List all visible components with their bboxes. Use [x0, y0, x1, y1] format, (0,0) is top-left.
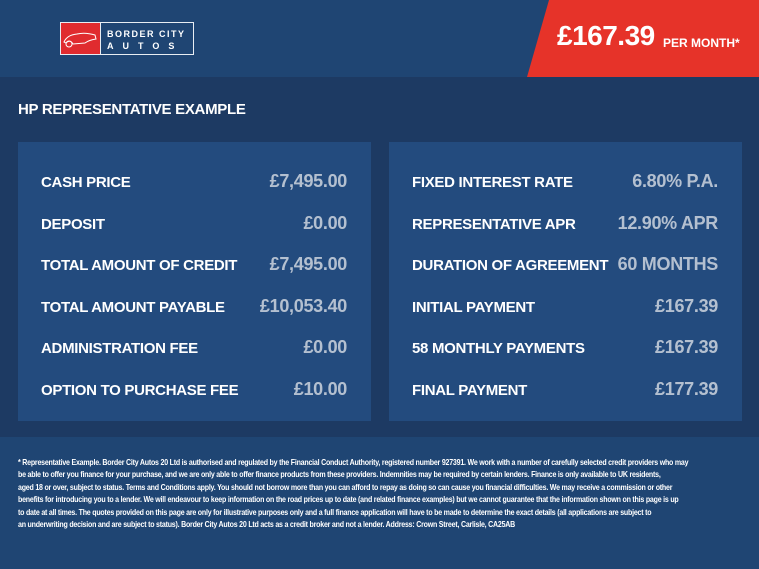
monthly-price-badge: £167.39 PER MONTH*	[527, 0, 759, 77]
header: BORDER CITY AUTOS £167.39 PER MONTH*	[0, 0, 759, 77]
row-value: £177.39	[655, 378, 718, 399]
disclaimer-line: aged 18 or over, subject to status. Term…	[18, 482, 673, 492]
row-value: £167.39	[655, 337, 718, 357]
disclaimer: * Representative Example. Border City Au…	[18, 457, 759, 531]
row-value: £10,053.40	[259, 295, 347, 316]
finance-row: CASH PRICE £7,495.00	[41, 170, 347, 212]
row-value: 6.80% P.A.	[632, 171, 718, 191]
row-value: 60 MONTHS	[617, 254, 719, 274]
disclaimer-line: an underwriting decision and are subject…	[18, 520, 516, 530]
finance-panel-left: CASH PRICE £7,495.00 DEPOSIT £0.00 TOTAL A…	[18, 142, 371, 421]
finance-example-section: HP REPRESENTATIVE EXAMPLE CASH PRICE £7,4…	[0, 77, 759, 437]
row-label: 58 MONTHLY PAYMENTS	[412, 340, 585, 357]
disclaimer-line: to date at all times. The quotes provide…	[18, 507, 652, 517]
finance-row: OPTION TO PURCHASE FEE £10.00	[41, 378, 347, 420]
row-value: £0.00	[303, 337, 347, 357]
row-label: DURATION OF AGREEMENT	[412, 257, 609, 274]
finance-row: FIXED INTEREST RATE 6.80% P.A.	[412, 170, 718, 212]
finance-row: ADMINISTRATION FEE £0.00	[41, 336, 347, 378]
monthly-price: £167.39	[557, 20, 655, 51]
row-label: DEPOSIT	[41, 215, 105, 233]
finance-row: INITIAL PAYMENT £167.39	[412, 295, 718, 337]
row-label: INITIAL PAYMENT	[412, 298, 535, 316]
finance-row: 58 MONTHLY PAYMENTS £167.39	[412, 336, 718, 378]
finance-row: TOTAL AMOUNT PAYABLE £10,053.40	[41, 295, 347, 337]
row-label: FINAL PAYMENT	[412, 381, 528, 399]
row-label: CASH PRICE	[41, 174, 131, 191]
row-value: 12.90% APR	[617, 212, 719, 233]
row-label: OPTION TO PURCHASE FEE	[41, 381, 239, 399]
disclaimer-line: be able to offer you finance for your pu…	[18, 470, 661, 480]
disclaimer-line: benefits for introducing you to a lender…	[18, 495, 679, 505]
row-label: TOTAL AMOUNT OF CREDIT	[41, 257, 238, 274]
row-label: FIXED INTEREST RATE	[412, 174, 573, 191]
logo-text-line2: AUTOS	[107, 41, 184, 51]
row-label: TOTAL AMOUNT PAYABLE	[41, 298, 225, 316]
finance-panel-right: FIXED INTEREST RATE 6.80% P.A. REPRESENTA…	[389, 142, 742, 421]
row-value: £0.00	[303, 212, 347, 233]
section-title: HP REPRESENTATIVE EXAMPLE	[18, 101, 246, 118]
row-label: ADMINISTRATION FEE	[41, 340, 198, 357]
finance-row: FINAL PAYMENT £177.39	[412, 378, 718, 420]
logo-text-line1: BORDER CITY	[107, 29, 186, 39]
row-value: £7,495.00	[269, 254, 348, 274]
finance-row: DEPOSIT £0.00	[41, 212, 347, 254]
price-suffix: PER MONTH*	[663, 36, 740, 50]
disclaimer-line: * Representative Example. Border City Au…	[18, 458, 689, 467]
car-icon	[61, 23, 101, 54]
row-label: REPRESENTATIVE APR	[412, 215, 576, 233]
row-value: £167.39	[655, 295, 718, 316]
finance-row: REPRESENTATIVE APR 12.90% APR	[412, 212, 718, 254]
finance-row: TOTAL AMOUNT OF CREDIT £7,495.00	[41, 253, 347, 295]
finance-row: DURATION OF AGREEMENT 60 MONTHS	[412, 253, 718, 295]
row-value: £10.00	[293, 378, 348, 399]
logo[interactable]: BORDER CITY AUTOS	[60, 22, 194, 55]
row-value: £7,495.00	[269, 171, 348, 191]
